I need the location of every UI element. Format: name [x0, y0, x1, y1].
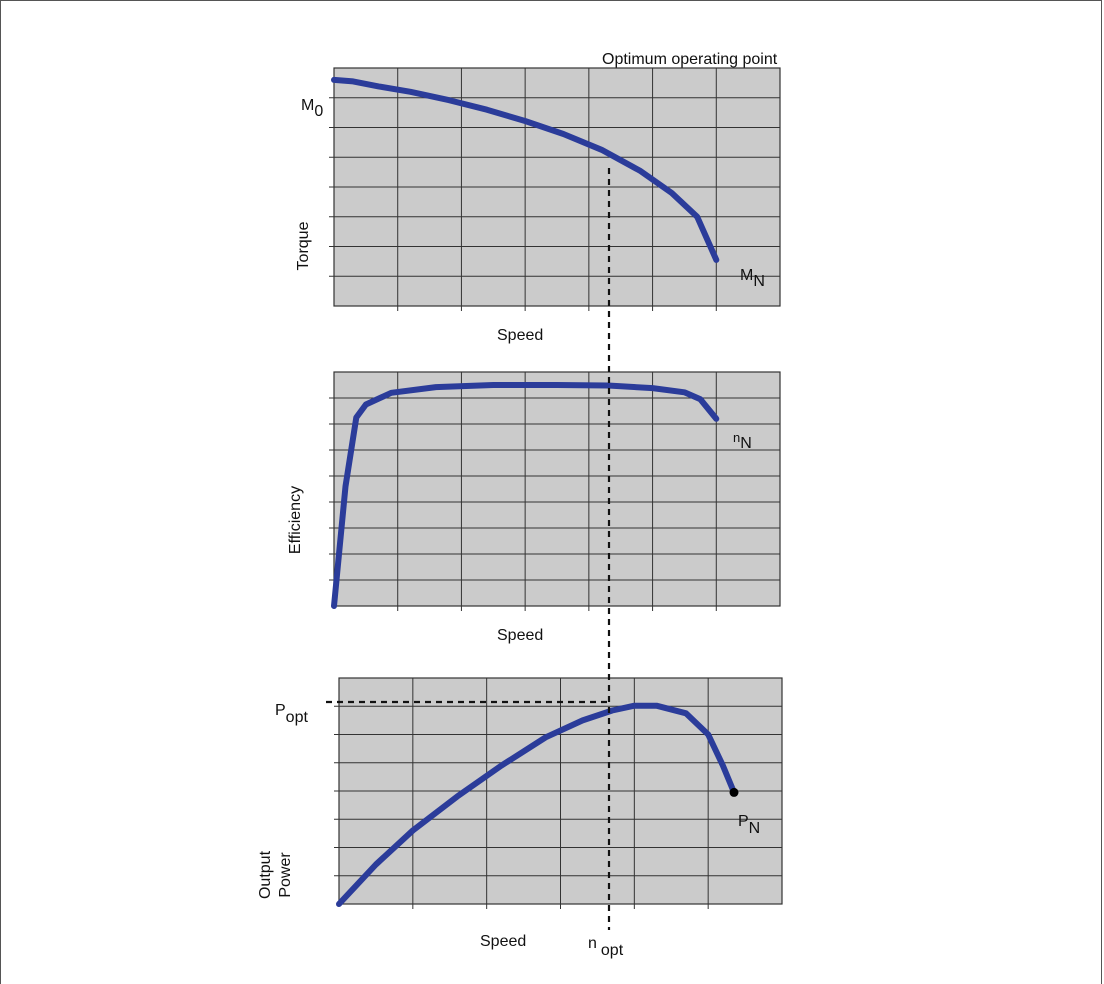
- output-power-curve: [336, 702, 737, 907]
- torque-ylabel: Torque: [295, 221, 312, 270]
- efficiency-xlabel: Speed: [497, 627, 543, 644]
- efficiency-curve: [331, 382, 720, 609]
- nn-label: nN: [733, 430, 752, 452]
- output-power-ylabel: Output Power: [257, 850, 294, 899]
- popt-label: Popt: [275, 702, 308, 726]
- output-power-ylabel-line1: Output: [257, 850, 274, 899]
- output-power-panel: [334, 677, 783, 909]
- annotation-text: Optimum operating point: [602, 51, 778, 68]
- m0-label: M0: [301, 97, 323, 120]
- nopt-label: n opt: [588, 935, 624, 959]
- torque-panel: [329, 67, 781, 311]
- torque-xlabel: Speed: [497, 327, 543, 344]
- output-power-xlabel: Speed: [480, 933, 526, 950]
- mn-label: MN: [740, 267, 765, 290]
- torque-curve: [331, 76, 720, 263]
- efficiency-ylabel: Efficiency: [287, 486, 304, 554]
- pn-label: PN: [738, 813, 760, 837]
- efficiency-panel: [329, 371, 781, 611]
- plot-area: [333, 371, 781, 607]
- output-power-end-marker: [729, 787, 739, 797]
- output-power-ylabel-line2: Power: [277, 852, 294, 898]
